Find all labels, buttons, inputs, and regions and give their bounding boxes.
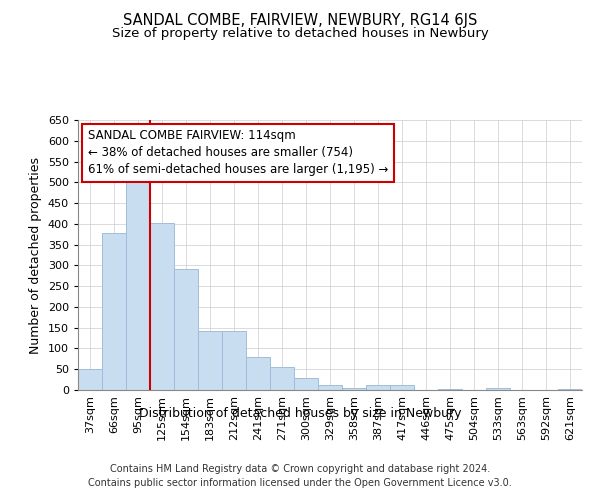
Bar [486,388,510,390]
Bar [102,233,126,390]
Text: Contains HM Land Registry data © Crown copyright and database right 2024.
Contai: Contains HM Land Registry data © Crown c… [88,464,512,487]
Bar [294,378,318,390]
Text: Size of property relative to detached houses in Newbury: Size of property relative to detached ho… [112,28,488,40]
Bar [78,369,102,390]
Bar [558,389,582,390]
Text: Distribution of detached houses by size in Newbury: Distribution of detached houses by size … [139,408,461,420]
Bar [438,389,462,390]
Bar [318,385,342,390]
Y-axis label: Number of detached properties: Number of detached properties [29,156,42,354]
Bar [126,174,150,390]
Bar [246,357,270,390]
Bar [174,268,198,390]
Bar [366,385,390,390]
Text: SANDAL COMBE FAIRVIEW: 114sqm
← 38% of detached houses are smaller (754)
61% of : SANDAL COMBE FAIRVIEW: 114sqm ← 38% of d… [88,130,388,176]
Bar [390,385,414,390]
Bar [222,330,246,390]
Bar [342,388,366,390]
Text: SANDAL COMBE, FAIRVIEW, NEWBURY, RG14 6JS: SANDAL COMBE, FAIRVIEW, NEWBURY, RG14 6J… [123,12,477,28]
Bar [198,330,222,390]
Bar [270,367,294,390]
Bar [150,223,174,390]
